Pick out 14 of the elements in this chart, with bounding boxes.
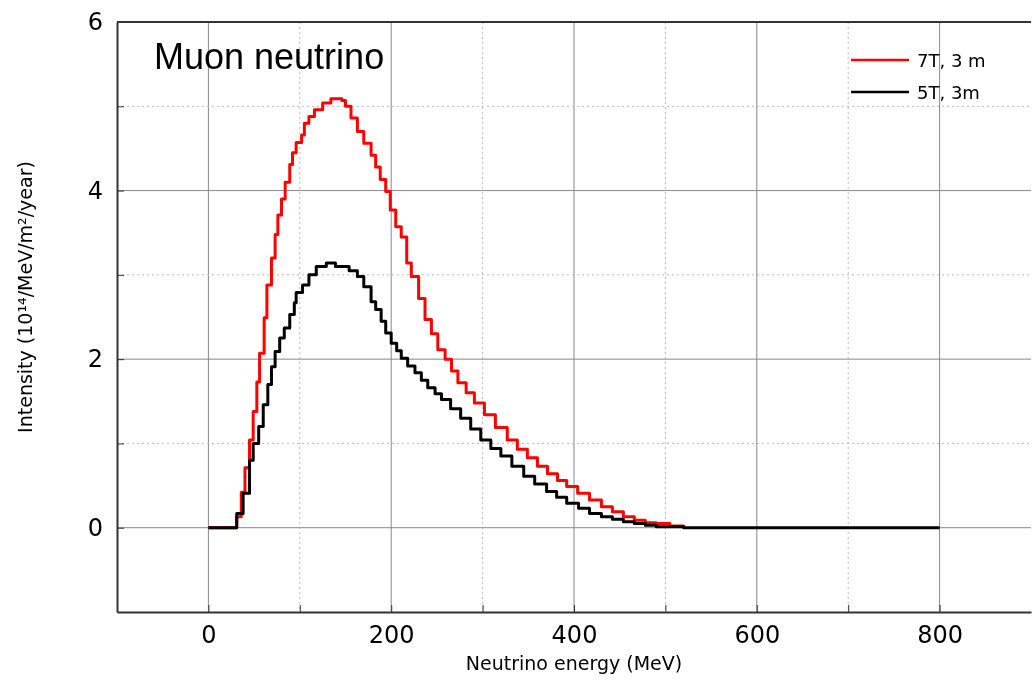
chart-title: Muon neutrino bbox=[154, 36, 385, 77]
x-tick-label: 200 bbox=[368, 621, 415, 650]
y-tick-label: 2 bbox=[87, 345, 103, 374]
legend-label: 7T, 3 m bbox=[917, 50, 986, 71]
x-tick-label: 400 bbox=[551, 621, 598, 650]
x-tick-label: 0 bbox=[201, 621, 217, 650]
y-tick-label: 0 bbox=[87, 513, 103, 542]
y-tick-label: 4 bbox=[87, 176, 103, 205]
legend-label: 5T, 3m bbox=[917, 82, 980, 103]
y-axis-title: Intensity (10¹⁴/MeV/m²/year) bbox=[14, 161, 36, 433]
x-tick-label: 600 bbox=[734, 621, 781, 650]
x-tick-label: 800 bbox=[917, 621, 964, 650]
y-tick-label: 6 bbox=[87, 8, 103, 37]
x-axis-title: Neutrino energy (MeV) bbox=[465, 652, 683, 674]
